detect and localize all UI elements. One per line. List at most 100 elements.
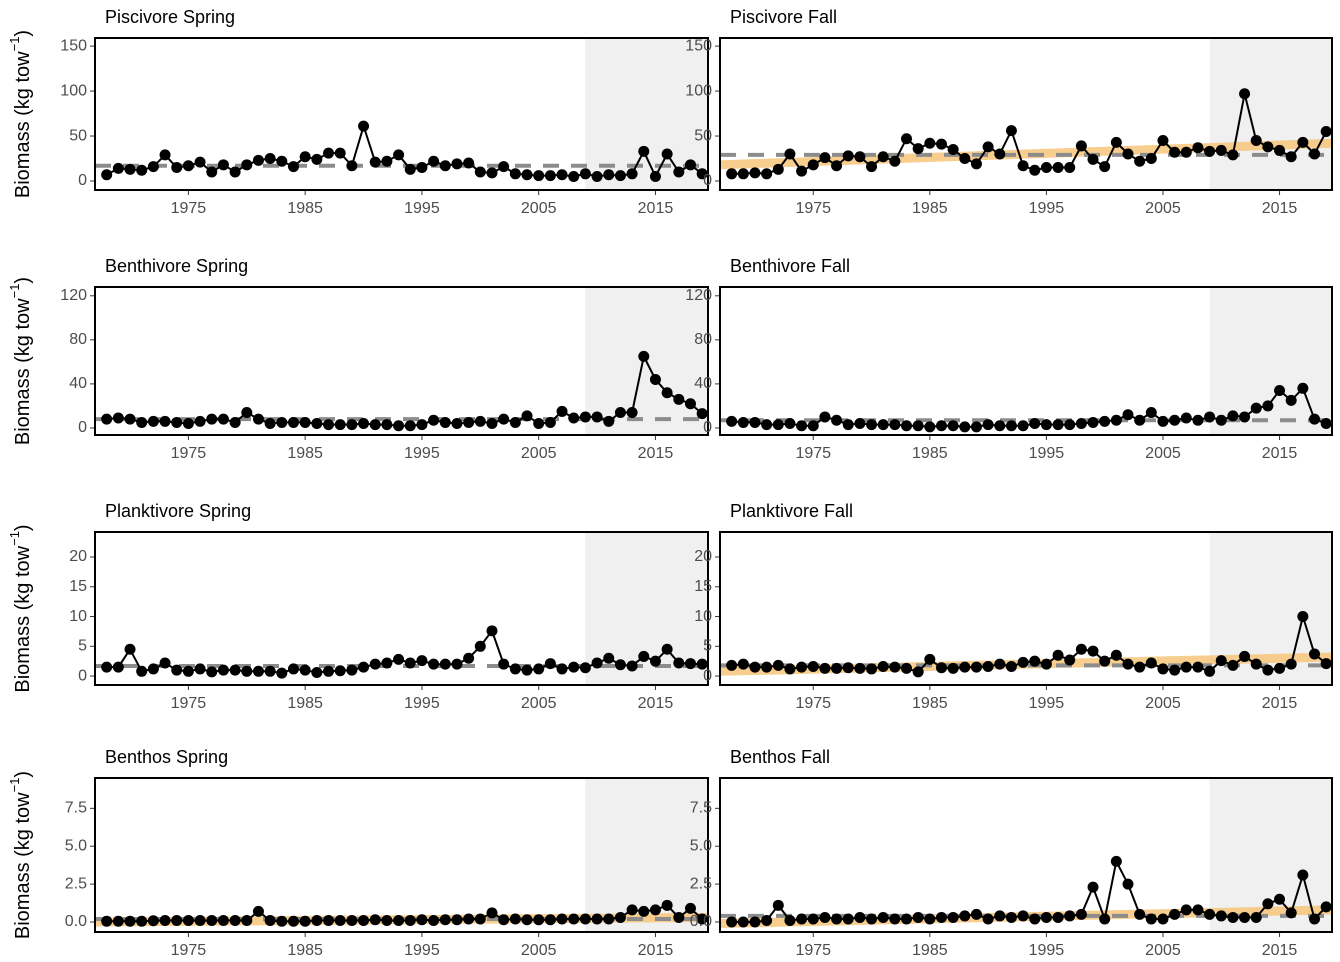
x-tick-label: 2015	[638, 695, 674, 712]
data-point	[1134, 661, 1146, 673]
data-point	[229, 914, 241, 926]
data-point	[696, 168, 708, 180]
data-point	[568, 412, 580, 424]
data-point	[194, 914, 206, 926]
x-tick-label: 2005	[1145, 695, 1181, 712]
data-point	[498, 413, 510, 425]
panel-frame	[719, 286, 1333, 436]
data-point	[276, 416, 288, 428]
y-axis-label-close: )	[12, 524, 34, 531]
data-point	[866, 419, 878, 431]
panel-frame	[94, 37, 709, 191]
data-point	[796, 165, 808, 177]
data-point	[673, 657, 685, 669]
data-point	[1192, 142, 1204, 154]
data-point	[264, 665, 276, 677]
data-point	[217, 159, 229, 171]
y-tick-label: 100	[685, 82, 712, 99]
data-point	[1087, 416, 1099, 428]
data-point	[439, 658, 451, 670]
data-point	[323, 419, 335, 431]
data-point	[346, 160, 358, 172]
data-point	[568, 171, 580, 183]
data-point	[439, 914, 451, 926]
x-tick-label: 1975	[171, 695, 207, 712]
data-point	[1262, 141, 1274, 153]
data-point	[912, 420, 924, 432]
data-point	[726, 916, 738, 928]
data-point	[252, 413, 264, 425]
data-point	[136, 915, 148, 927]
data-point	[726, 415, 738, 427]
data-point	[159, 149, 171, 161]
data-point	[591, 657, 603, 669]
data-point	[1250, 658, 1262, 670]
data-point	[649, 374, 661, 385]
panel-title: Piscivore Fall	[730, 7, 837, 27]
data-point	[1227, 149, 1239, 161]
data-point	[1110, 414, 1122, 426]
recent-period-shade	[1209, 38, 1332, 190]
data-point	[556, 169, 568, 181]
data-point	[1040, 419, 1052, 431]
data-point	[994, 420, 1006, 432]
data-point	[486, 418, 498, 430]
data-point	[935, 138, 947, 150]
data-point	[638, 650, 650, 662]
data-point	[1157, 663, 1169, 675]
data-point	[831, 662, 843, 674]
data-point	[147, 161, 159, 173]
data-point	[1110, 649, 1122, 661]
data-point	[369, 658, 381, 670]
panel: 0 50 100 150 1975 1985 1995 2005 2015 Piscivore S…	[7, 7, 709, 217]
y-tick-label: 7.5	[690, 800, 712, 817]
data-point	[171, 914, 183, 926]
x-tick-label: 2015	[638, 445, 674, 462]
data-point	[638, 350, 650, 362]
data-point	[842, 419, 854, 431]
x-tick-label: 1975	[795, 695, 831, 712]
data-point	[638, 145, 650, 157]
y-tick-label: 5.0	[690, 837, 712, 854]
panel: 0.0 2.5 5.0 7.5 1975 1985 1995 2005 2015 Benthos …	[7, 747, 709, 959]
data-point	[912, 666, 924, 678]
data-point	[369, 156, 381, 168]
panel-frame	[94, 531, 709, 686]
y-axis-label: Biomass (kg tow−1)	[7, 524, 34, 692]
y-tick-label: 7.5	[65, 800, 87, 817]
data-point	[381, 419, 393, 431]
data-point	[1169, 146, 1181, 158]
data-point	[1087, 153, 1099, 165]
data-point	[334, 419, 346, 431]
data-point	[1099, 161, 1111, 173]
data-point	[1285, 394, 1297, 406]
data-point	[614, 911, 626, 923]
data-point	[533, 170, 545, 182]
data-point	[1192, 414, 1204, 426]
data-point	[661, 387, 673, 399]
data-point	[509, 416, 521, 428]
data-point	[171, 664, 183, 676]
x-tick-label: 1985	[287, 695, 323, 712]
data-point	[1239, 411, 1251, 423]
data-point	[1099, 913, 1111, 925]
data-point	[1285, 151, 1297, 163]
data-point	[603, 913, 615, 925]
data-point	[1204, 665, 1216, 677]
data-point	[1297, 869, 1309, 881]
data-point	[287, 915, 299, 927]
data-point	[1204, 145, 1216, 157]
data-point	[684, 902, 696, 914]
recent-period-shade	[1209, 287, 1332, 435]
data-point	[299, 915, 311, 927]
data-point	[252, 154, 264, 166]
data-point	[889, 155, 901, 167]
data-point	[1180, 661, 1192, 673]
data-point	[1064, 910, 1076, 922]
data-point	[947, 662, 959, 674]
data-point	[1157, 415, 1169, 427]
panel-frame	[94, 286, 709, 436]
data-point	[1169, 414, 1181, 426]
data-point	[182, 665, 194, 677]
data-point	[1262, 400, 1274, 412]
